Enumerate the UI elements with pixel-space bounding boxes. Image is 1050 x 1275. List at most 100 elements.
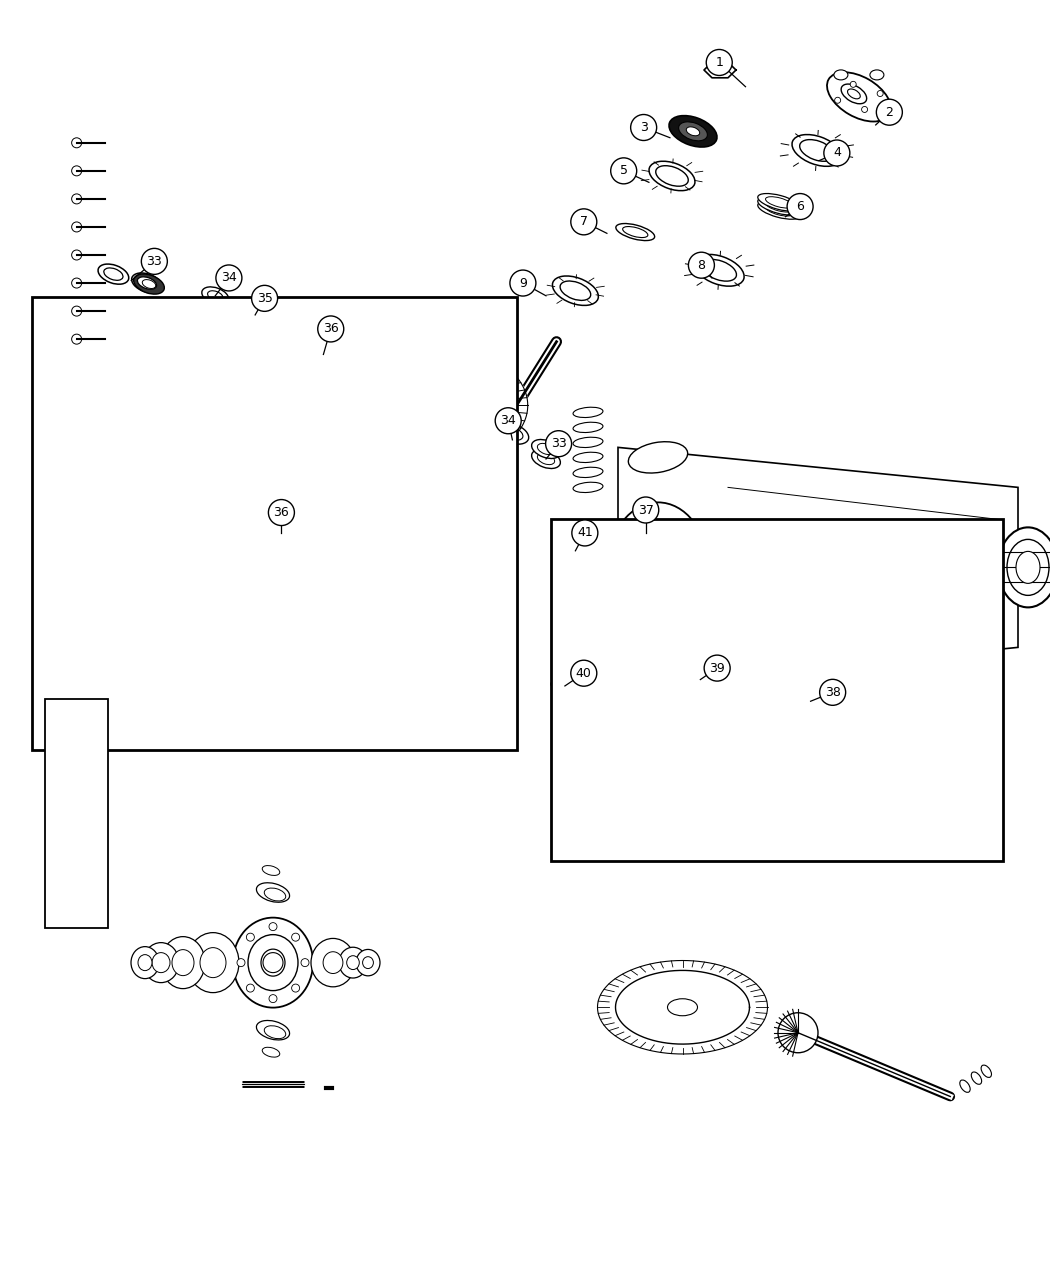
Ellipse shape <box>256 1020 290 1040</box>
Ellipse shape <box>758 198 800 215</box>
Circle shape <box>71 138 82 148</box>
Ellipse shape <box>104 268 123 280</box>
Ellipse shape <box>202 287 229 305</box>
Ellipse shape <box>573 422 603 432</box>
Circle shape <box>546 431 571 456</box>
Text: 8: 8 <box>697 259 706 272</box>
Text: 38: 38 <box>824 686 841 699</box>
Ellipse shape <box>262 1047 279 1057</box>
Bar <box>32 297 517 750</box>
Circle shape <box>611 158 636 184</box>
Ellipse shape <box>669 116 717 147</box>
Ellipse shape <box>172 950 194 975</box>
Ellipse shape <box>296 356 329 384</box>
Circle shape <box>301 959 309 966</box>
Ellipse shape <box>233 918 313 1007</box>
Circle shape <box>571 660 596 686</box>
Circle shape <box>707 50 732 75</box>
Circle shape <box>824 140 849 166</box>
Text: 41: 41 <box>578 527 592 539</box>
Ellipse shape <box>758 194 800 212</box>
Ellipse shape <box>323 951 343 974</box>
Ellipse shape <box>356 950 380 975</box>
Circle shape <box>269 923 277 931</box>
Ellipse shape <box>841 84 866 103</box>
Circle shape <box>252 286 277 311</box>
Circle shape <box>877 99 902 125</box>
Ellipse shape <box>827 73 890 121</box>
Ellipse shape <box>778 1012 818 1053</box>
Circle shape <box>705 655 730 681</box>
Text: 36: 36 <box>273 506 290 519</box>
Circle shape <box>269 994 277 1002</box>
Ellipse shape <box>971 1072 982 1084</box>
Ellipse shape <box>765 196 793 208</box>
Ellipse shape <box>262 866 279 876</box>
Ellipse shape <box>254 351 265 358</box>
Ellipse shape <box>649 161 695 191</box>
Circle shape <box>71 222 82 232</box>
Ellipse shape <box>538 454 554 464</box>
Ellipse shape <box>143 942 178 983</box>
Circle shape <box>850 82 856 88</box>
Ellipse shape <box>249 346 270 363</box>
Ellipse shape <box>981 1065 991 1077</box>
Ellipse shape <box>243 300 252 306</box>
Circle shape <box>318 316 343 342</box>
Circle shape <box>267 394 277 404</box>
Text: 40: 40 <box>575 667 592 680</box>
Circle shape <box>267 335 277 346</box>
Circle shape <box>631 115 656 140</box>
Text: 35: 35 <box>256 292 273 305</box>
Ellipse shape <box>362 956 374 969</box>
Ellipse shape <box>152 952 170 973</box>
Circle shape <box>71 166 82 176</box>
Text: 36: 36 <box>323 323 338 335</box>
Circle shape <box>571 209 596 235</box>
Ellipse shape <box>792 135 842 166</box>
Ellipse shape <box>758 201 800 219</box>
Ellipse shape <box>256 882 290 903</box>
Ellipse shape <box>560 280 591 301</box>
Ellipse shape <box>695 677 706 682</box>
Text: 33: 33 <box>146 255 162 268</box>
Circle shape <box>247 933 254 941</box>
Ellipse shape <box>311 938 355 987</box>
Circle shape <box>262 952 284 973</box>
Ellipse shape <box>339 947 368 978</box>
Ellipse shape <box>573 467 603 478</box>
Ellipse shape <box>138 277 156 289</box>
Circle shape <box>299 407 310 417</box>
Circle shape <box>292 933 299 941</box>
Ellipse shape <box>496 423 529 444</box>
Circle shape <box>216 265 242 291</box>
Circle shape <box>237 959 245 966</box>
Ellipse shape <box>265 889 286 901</box>
Bar <box>551 519 1003 861</box>
Ellipse shape <box>133 274 165 295</box>
Ellipse shape <box>453 468 488 496</box>
Ellipse shape <box>502 427 523 440</box>
Ellipse shape <box>847 89 860 99</box>
Ellipse shape <box>538 444 554 455</box>
Ellipse shape <box>702 259 736 282</box>
Ellipse shape <box>161 937 205 988</box>
Ellipse shape <box>623 227 648 237</box>
Ellipse shape <box>616 223 654 241</box>
Polygon shape <box>343 346 528 465</box>
Ellipse shape <box>1016 551 1040 584</box>
Ellipse shape <box>346 956 359 969</box>
Ellipse shape <box>276 338 349 402</box>
Text: 3: 3 <box>639 121 648 134</box>
Circle shape <box>835 97 841 103</box>
Text: 9: 9 <box>519 277 527 289</box>
Circle shape <box>269 500 294 525</box>
Ellipse shape <box>800 139 834 162</box>
Circle shape <box>71 194 82 204</box>
Ellipse shape <box>341 354 378 385</box>
Ellipse shape <box>573 453 603 463</box>
Ellipse shape <box>805 699 816 704</box>
Circle shape <box>71 278 82 288</box>
Circle shape <box>332 335 342 346</box>
Ellipse shape <box>304 363 320 376</box>
